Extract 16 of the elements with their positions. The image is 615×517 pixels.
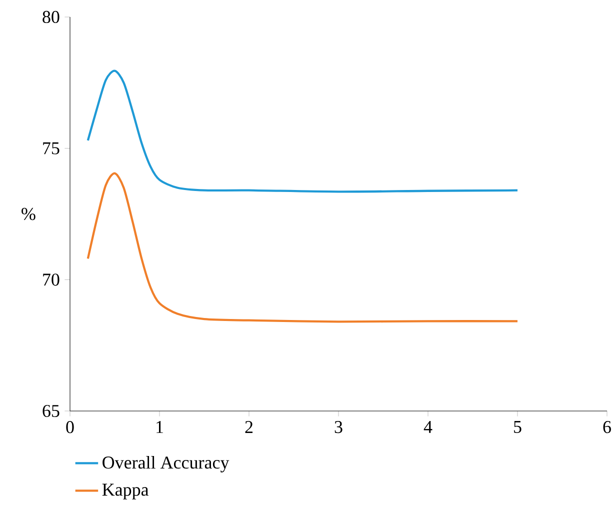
y-tick-label: 80 [42, 10, 60, 24]
legend-label: Kappa [102, 484, 149, 500]
x-tick-label: 3 [334, 421, 342, 434]
y-tick-label: 75 [43, 142, 60, 154]
x-tick-label: 1 [156, 421, 163, 433]
y-tick-label: 70 [43, 274, 60, 286]
line-series [86, 172, 519, 323]
x-tick-label: 4 [424, 421, 432, 433]
x-tick-label: 2 [245, 421, 253, 433]
y-axis-title: % [22, 208, 36, 220]
x-tick-label: 5 [514, 421, 522, 433]
y-tick-label: 65 [42, 404, 60, 418]
x-tick-label: 6 [603, 421, 611, 434]
legend-label: Overall Accuracy [102, 456, 230, 472]
line-series [86, 70, 519, 193]
x-tick-label: 0 [66, 421, 74, 434]
